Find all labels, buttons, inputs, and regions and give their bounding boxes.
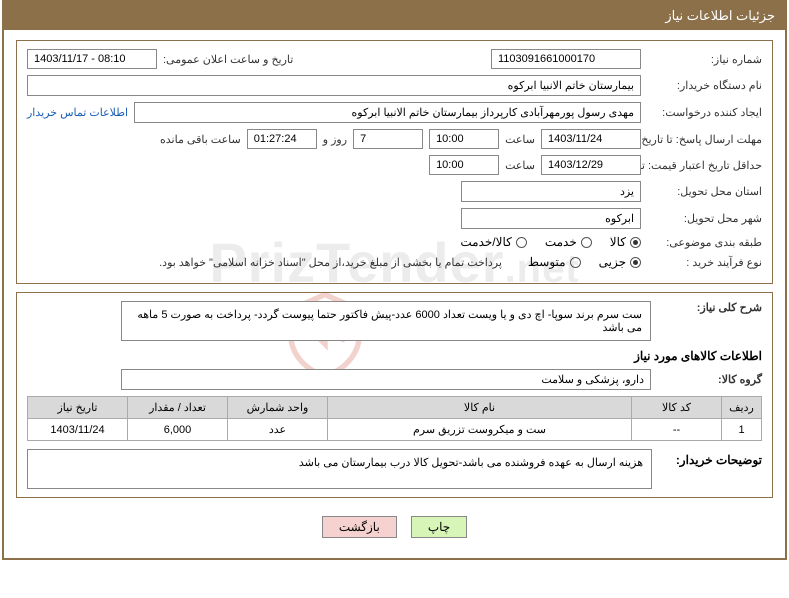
radio-service-label: خدمت [545, 235, 577, 249]
buyer-notes-text: هزینه ارسال به عهده فروشنده می باشد-تحوی… [27, 449, 652, 489]
radio-partial[interactable]: جزیی [599, 255, 641, 269]
summary-box: ست سرم برند سوپا- اچ دی و یا ویست تعداد … [121, 301, 651, 341]
radio-goods-service[interactable]: کالا/خدمت [460, 235, 526, 249]
buyer-notes-label: توضیحات خریدار: [652, 449, 762, 489]
group-value: دارو، پزشکی و سلامت [121, 369, 651, 390]
price-validity-label: حداقل تاریخ اعتبار قیمت: تا تاریخ: [647, 159, 762, 172]
process-label: نوع فرآیند خرید : [647, 256, 762, 269]
radio-goods-service-label: کالا/خدمت [460, 235, 511, 249]
province-label: استان محل تحویل: [647, 185, 762, 198]
group-label: گروه کالا: [657, 373, 762, 386]
main-panel: جزئیات اطلاعات نیاز شماره نیاز: 11030916… [2, 0, 787, 560]
announce-value: 1403/11/17 - 08:10 [27, 49, 157, 69]
radio-goods-circle [630, 237, 641, 248]
footer-buttons: چاپ بازگشت [16, 506, 773, 548]
radio-goods-service-circle [516, 237, 527, 248]
radio-medium-label: متوسط [528, 255, 566, 269]
th-date: تاریخ نیاز [28, 397, 128, 419]
panel-header: جزئیات اطلاعات نیاز [4, 2, 785, 30]
td-qty: 6,000 [128, 419, 228, 441]
radio-service-circle [581, 237, 592, 248]
days-and-label: روز و [323, 133, 347, 146]
radio-partial-circle [630, 257, 641, 268]
requester-label: ایجاد کننده درخواست: [647, 106, 762, 119]
reply-deadline-time: 10:00 [429, 129, 499, 149]
panel-title: جزئیات اطلاعات نیاز [665, 8, 775, 23]
city-label: شهر محل تحویل: [647, 212, 762, 225]
form-block-main: شماره نیاز: 1103091661000170 تاریخ و ساع… [16, 40, 773, 284]
items-title: اطلاعات کالاهای مورد نیاز [27, 349, 762, 363]
table-header-row: ردیف کد کالا نام کالا واحد شمارش تعداد /… [28, 397, 762, 419]
price-validity-time: 10:00 [429, 155, 499, 175]
countdown: 01:27:24 [247, 129, 317, 149]
td-date: 1403/11/24 [28, 419, 128, 441]
td-code: -- [632, 419, 722, 441]
th-row: ردیف [722, 397, 762, 419]
radio-goods[interactable]: کالا [610, 235, 641, 249]
category-radio-group: کالا خدمت کالا/خدمت [460, 235, 641, 249]
td-name: ست و میکروست تزریق سرم [328, 419, 632, 441]
radio-medium-circle [570, 257, 581, 268]
form-block-need: شرح کلی نیاز: ست سرم برند سوپا- اچ دی و … [16, 292, 773, 498]
summary-label: شرح کلی نیاز: [657, 301, 762, 314]
requester-value: مهدی رسول پورمهرآبادی کارپرداز بیمارستان… [134, 102, 641, 123]
print-button[interactable]: چاپ [411, 516, 467, 538]
buyer-notes: توضیحات خریدار: هزینه ارسال به عهده فروش… [27, 449, 762, 489]
radio-goods-label: کالا [610, 235, 626, 249]
table-row: 1 -- ست و میکروست تزریق سرم عدد 6,000 14… [28, 419, 762, 441]
announce-label: تاریخ و ساعت اعلان عمومی: [163, 53, 293, 66]
time-label-1: ساعت [505, 133, 535, 146]
remaining-label: ساعت باقی مانده [160, 133, 241, 146]
category-label: طبقه بندی موضوعی: [647, 236, 762, 249]
th-code: کد کالا [632, 397, 722, 419]
td-unit: عدد [228, 419, 328, 441]
buyer-org-value: بیمارستان خاتم الانبیا ابرکوه [27, 75, 641, 96]
buyer-org-label: نام دستگاه خریدار: [647, 79, 762, 92]
reply-deadline-label: مهلت ارسال پاسخ: تا تاریخ: [647, 133, 762, 146]
city-value: ابرکوه [461, 208, 641, 229]
th-unit: واحد شمارش [228, 397, 328, 419]
th-qty: تعداد / مقدار [128, 397, 228, 419]
contact-link[interactable]: اطلاعات تماس خریدار [27, 106, 128, 119]
process-radio-group: جزیی متوسط [528, 255, 641, 269]
days-count: 7 [353, 129, 423, 149]
price-validity-date: 1403/12/29 [541, 155, 641, 175]
back-button[interactable]: بازگشت [322, 516, 397, 538]
radio-partial-label: جزیی [599, 255, 626, 269]
items-table: ردیف کد کالا نام کالا واحد شمارش تعداد /… [27, 396, 762, 441]
time-label-2: ساعت [505, 159, 535, 172]
radio-medium[interactable]: متوسط [528, 255, 581, 269]
province-value: یزد [461, 181, 641, 202]
need-no-value: 1103091661000170 [491, 49, 641, 69]
td-row: 1 [722, 419, 762, 441]
process-note: پرداخت تمام یا بخشی از مبلغ خرید،از محل … [159, 256, 502, 269]
th-name: نام کالا [328, 397, 632, 419]
radio-service[interactable]: خدمت [545, 235, 592, 249]
reply-deadline-date: 1403/11/24 [541, 129, 641, 149]
content-area: شماره نیاز: 1103091661000170 تاریخ و ساع… [4, 30, 785, 558]
need-no-label: شماره نیاز: [647, 53, 762, 66]
